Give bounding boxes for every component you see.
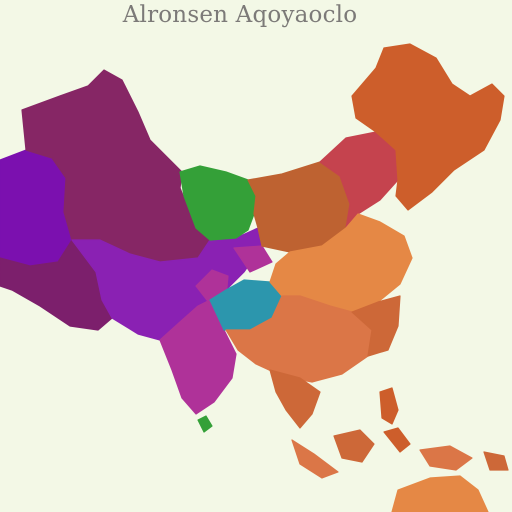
region-island-salmon-5[interactable] xyxy=(291,439,339,479)
region-island-salmon-4[interactable] xyxy=(419,445,473,471)
region-island-green[interactable] xyxy=(197,415,213,433)
region-center-green[interactable] xyxy=(179,165,257,241)
region-island-orange-1[interactable] xyxy=(379,387,399,425)
region-southeast-rust[interactable] xyxy=(351,295,401,357)
region-central-violet[interactable] xyxy=(71,227,263,341)
map-title: Alronsen Aqoyaoclo xyxy=(122,2,358,28)
region-red-rose[interactable] xyxy=(319,131,399,229)
region-island-orange-2[interactable] xyxy=(383,427,411,453)
region-peninsula-rust[interactable] xyxy=(269,369,321,429)
region-northeast-orange[interactable] xyxy=(351,43,505,211)
region-southeast-light-orange[interactable] xyxy=(269,213,413,313)
region-island-rust-3[interactable] xyxy=(333,429,375,463)
region-small-magenta-2[interactable] xyxy=(233,245,273,273)
region-south-magenta[interactable] xyxy=(159,299,237,415)
region-south-landmass[interactable] xyxy=(391,475,489,512)
region-island-rust-6[interactable] xyxy=(483,451,509,471)
